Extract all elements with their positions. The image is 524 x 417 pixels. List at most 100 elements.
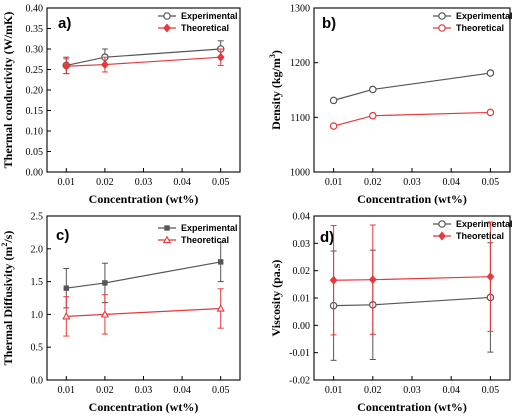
x-tick-label: 0.03 xyxy=(135,177,153,188)
data-point xyxy=(329,122,338,130)
legend-marker xyxy=(163,23,171,33)
legend-label: Theoretical xyxy=(181,23,229,33)
x-axis-label: Concentration (wt%) xyxy=(89,192,199,206)
data-point xyxy=(62,61,71,71)
y-tick-label: 1.0 xyxy=(31,310,44,321)
data-point xyxy=(486,108,495,117)
legend-marker xyxy=(438,24,446,32)
data-point xyxy=(216,304,225,312)
x-tick-label: 0.03 xyxy=(403,177,421,188)
legend-marker xyxy=(162,235,172,244)
y-axis-label-text: Viscosity (pa.s) xyxy=(269,260,283,337)
x-tick-label: 0.05 xyxy=(482,385,500,396)
x-tick-label: 0.02 xyxy=(96,177,114,188)
y-tick-label: -0.02 xyxy=(289,376,310,387)
x-tick-label: 0.03 xyxy=(135,385,153,396)
y-tick-label: 1200 xyxy=(290,58,310,69)
data-point xyxy=(368,111,377,120)
data-point xyxy=(368,275,377,285)
panel-b-density: 0.01 0.02 0.03 0.04 0.05 1000 1100 1200 1300 Conc… xyxy=(268,4,513,207)
series-line xyxy=(333,296,491,307)
y-tick-label: 1000 xyxy=(290,168,310,179)
legend-label: Theoretical xyxy=(181,235,229,245)
y-tick-label: 0.20 xyxy=(26,86,44,97)
y-tick-label: 1100 xyxy=(290,113,310,124)
x-tick-label: 0.04 xyxy=(442,177,460,188)
legend-label: Experimental xyxy=(456,219,513,229)
panel-label: a) xyxy=(58,15,71,32)
y-tick-label: 0.10 xyxy=(26,127,44,138)
x-tick-label: 0.02 xyxy=(96,385,114,396)
y-tick-label: 0.15 xyxy=(26,106,44,117)
y-tick-label: 1300 xyxy=(290,4,310,15)
legend-marker xyxy=(438,220,446,228)
series-theoretical xyxy=(329,221,495,336)
series-experimental xyxy=(329,242,495,361)
x-tick-label: 0.02 xyxy=(364,177,382,188)
y-tick-label: 0.30 xyxy=(26,45,44,56)
x-tick-label: 0.01 xyxy=(325,177,343,188)
y-axis-label-superscript: 3 xyxy=(268,54,277,58)
y-tick-label: 2.0 xyxy=(31,244,44,255)
x-axis-label: Concentration (wt%) xyxy=(357,192,467,206)
panel-d-viscosity: 0.01 0.02 0.03 0.04 0.05 -0.02 -0.01 0.00 0.01 0.… xyxy=(269,212,513,415)
y-tick-label: 0.04 xyxy=(293,212,311,223)
y-axis-label: Density (kg/m3) xyxy=(268,50,283,130)
x-axis-label: Concentration (wt%) xyxy=(89,400,199,414)
panel-label: b) xyxy=(322,15,336,32)
series-experimental xyxy=(62,40,225,75)
series-theoretical xyxy=(329,108,495,130)
x-tick-label: 0.04 xyxy=(442,385,460,396)
legend-label: Experimental xyxy=(181,11,238,21)
data-point xyxy=(368,85,377,94)
series-theoretical xyxy=(62,288,225,337)
data-point xyxy=(329,275,338,285)
y-axis-label-text: Thermal Diffusivity (m xyxy=(1,247,15,366)
x-tick-label: 0.04 xyxy=(173,177,191,188)
y-tick-label: 0.35 xyxy=(26,24,44,35)
panel-label: d) xyxy=(320,229,334,246)
y-tick-label: 0.05 xyxy=(26,147,44,158)
data-point xyxy=(102,280,108,286)
legend-label: Experimental xyxy=(456,11,513,21)
x-tick-label: 0.01 xyxy=(325,385,343,396)
y-tick-label: 0.00 xyxy=(293,321,311,332)
y-tick-label: 0.01 xyxy=(293,294,311,305)
y-tick-label: 0.0 xyxy=(31,376,44,387)
y-tick-label: 0.02 xyxy=(293,266,311,277)
y-tick-label: 0.25 xyxy=(26,65,44,76)
x-tick-label: 0.05 xyxy=(482,177,500,188)
legend-label: Theoretical xyxy=(456,231,504,241)
y-axis-label: Thermal conductivity (W/mK) xyxy=(1,12,15,169)
series-line xyxy=(66,261,221,289)
legend-label: Experimental xyxy=(181,223,238,233)
data-point xyxy=(486,272,495,282)
x-tick-label: 0.04 xyxy=(173,385,191,396)
y-axis-label-end: ) xyxy=(269,50,283,54)
x-tick-label: 0.05 xyxy=(212,385,230,396)
x-tick-label: 0.01 xyxy=(58,385,76,396)
x-tick-label: 0.03 xyxy=(403,385,421,396)
y-axis-label: Viscosity (pa.s) xyxy=(269,260,283,337)
data-point xyxy=(101,60,109,70)
y-axis-label: Thermal Diffusivity (m2/s) xyxy=(0,231,15,366)
series-line xyxy=(333,276,491,281)
legend-label: Theoretical xyxy=(456,23,504,33)
y-tick-label: -0.01 xyxy=(289,348,310,359)
series-experimental xyxy=(329,69,495,105)
panel-label: c) xyxy=(56,227,69,244)
data-point xyxy=(63,285,69,291)
series-line xyxy=(66,56,221,67)
x-axis-label: Concentration (wt%) xyxy=(357,400,467,414)
data-point xyxy=(216,52,225,62)
data-point xyxy=(100,310,110,318)
x-tick-label: 0.01 xyxy=(58,177,76,188)
x-tick-label: 0.05 xyxy=(212,177,230,188)
data-point xyxy=(62,312,71,320)
legend-marker xyxy=(438,12,446,20)
y-tick-label: 0.40 xyxy=(26,4,44,15)
legend-marker xyxy=(164,225,170,231)
series-theoretical xyxy=(62,48,225,75)
x-tick-label: 0.02 xyxy=(364,385,382,396)
